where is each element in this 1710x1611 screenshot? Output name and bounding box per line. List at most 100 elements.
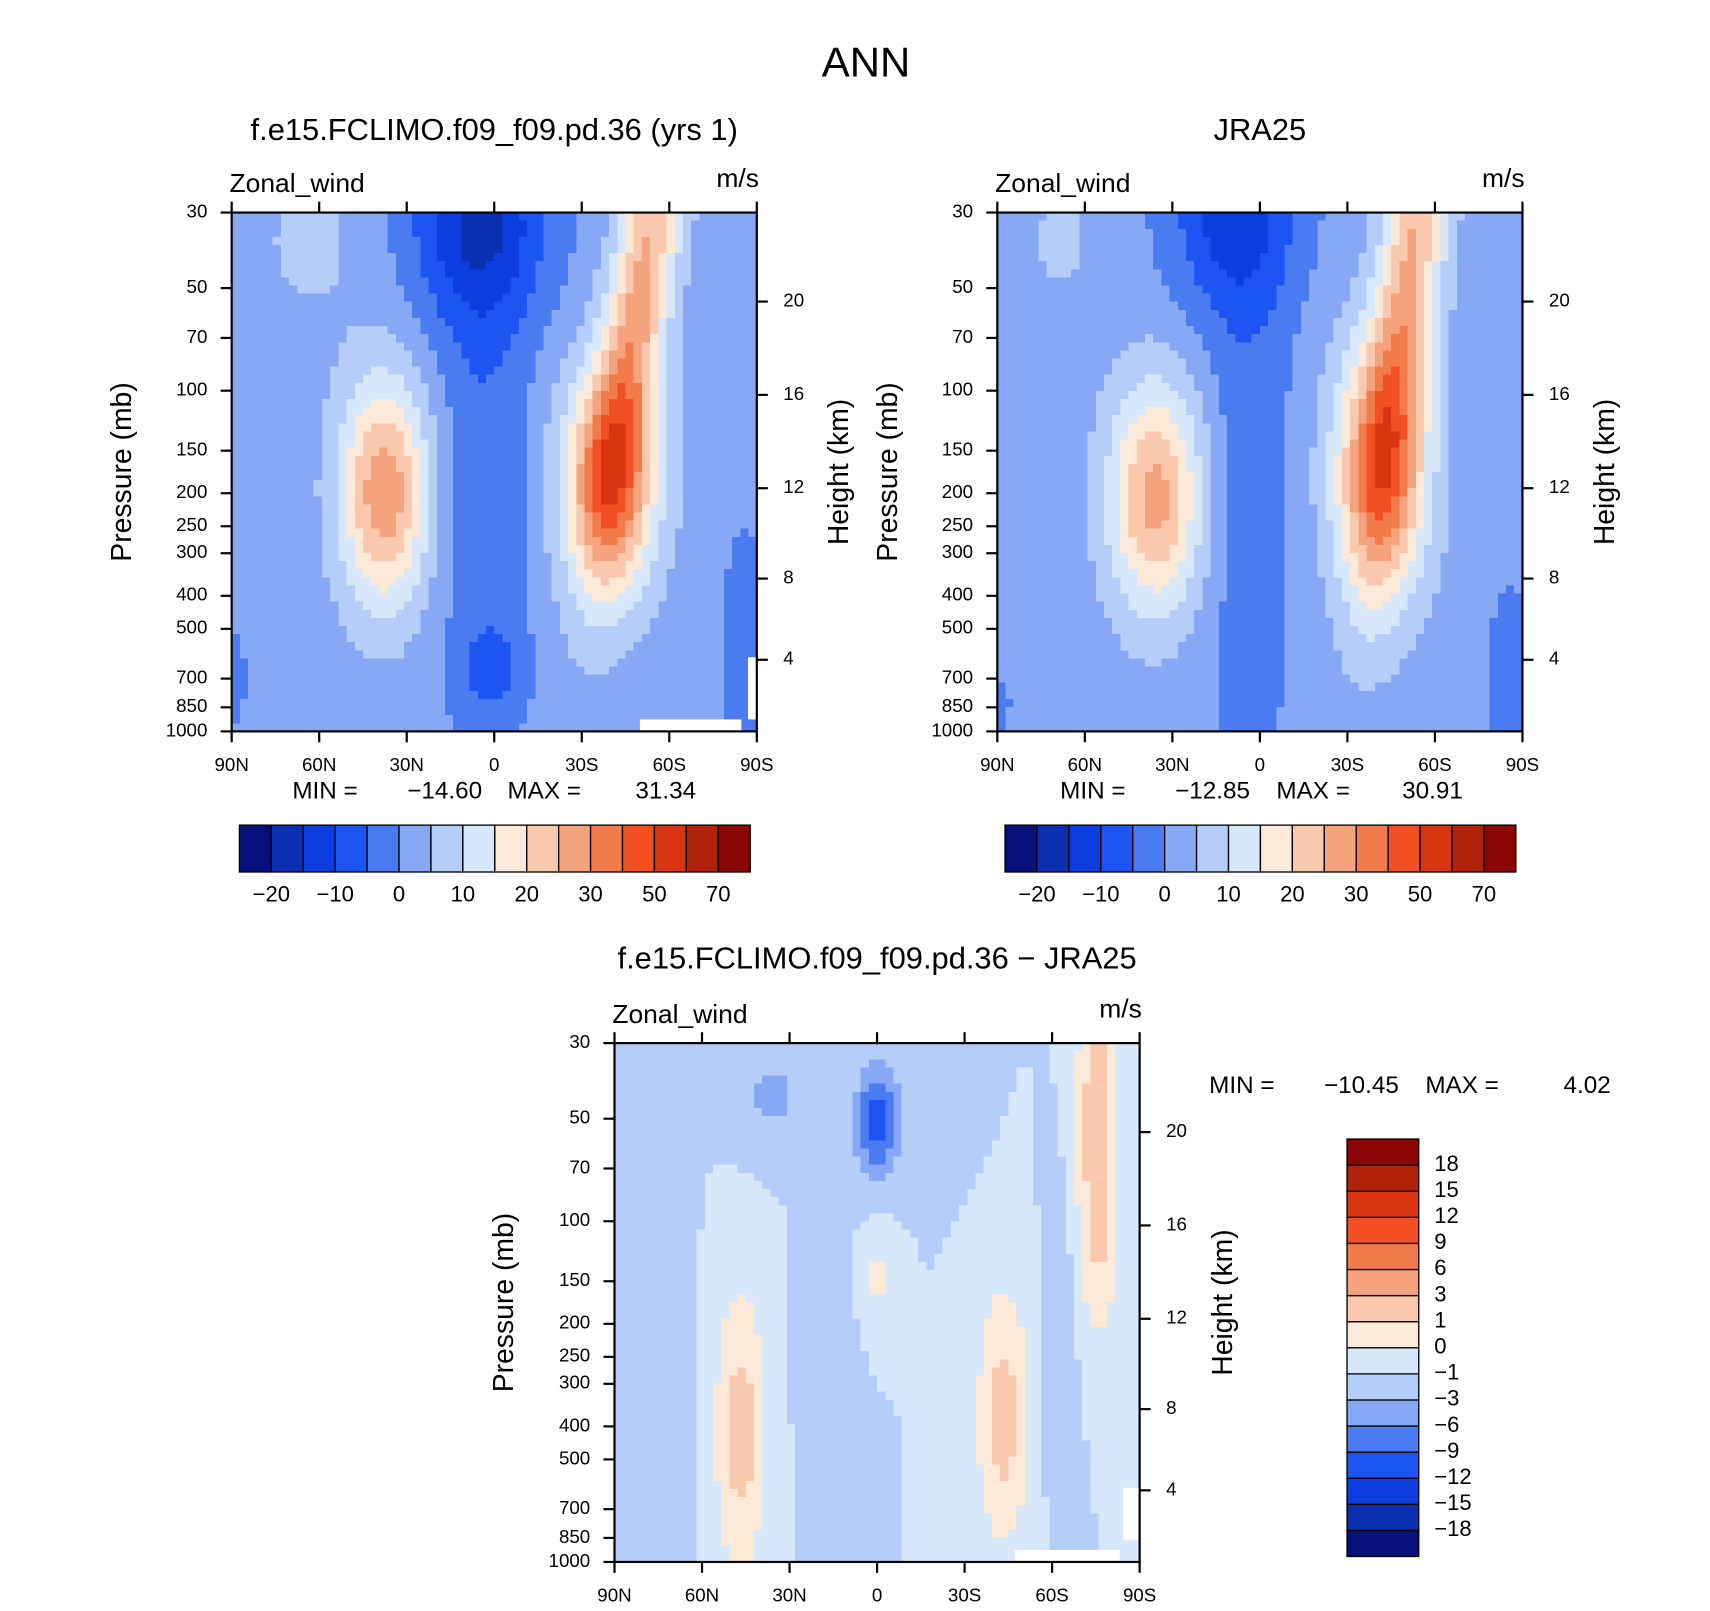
- contour-cell: [592, 707, 602, 716]
- contour-cell: [264, 220, 274, 230]
- contour-cell: [330, 544, 340, 554]
- contour-cell: [395, 512, 405, 522]
- contour-cell: [658, 309, 668, 319]
- contour-cell: [658, 698, 668, 708]
- contour-cell: [1062, 228, 1072, 238]
- contour-cell: [1054, 415, 1064, 424]
- contour-cell: [592, 326, 602, 335]
- contour-cell: [732, 512, 742, 522]
- contour-cell: [1013, 593, 1023, 603]
- contour-cell: [609, 520, 618, 530]
- contour-cell: [535, 536, 545, 546]
- contour-cell: [1021, 471, 1031, 481]
- contour-cell: [461, 317, 471, 327]
- contour-cell: [997, 293, 1007, 303]
- contour-cell: [1013, 455, 1023, 465]
- contour-cell: [650, 512, 660, 522]
- contour-cell: [354, 625, 364, 635]
- contour-cell: [535, 520, 545, 530]
- contour-cell: [1054, 609, 1064, 619]
- contour-cell: [445, 415, 454, 424]
- contour-cell: [535, 480, 545, 489]
- contour-cell: [551, 277, 561, 287]
- contour-cell: [231, 244, 241, 254]
- contour-cell: [486, 715, 495, 724]
- contour-cell: [395, 212, 405, 222]
- contour-cell: [502, 650, 512, 660]
- contour-cell: [486, 617, 495, 627]
- contour-cell: [609, 228, 618, 238]
- contour-cell: [510, 455, 520, 465]
- contour-cell: [1038, 480, 1048, 489]
- contour-cell: [338, 220, 348, 230]
- min-text: MIN =: [292, 778, 357, 805]
- contour-cell: [641, 520, 651, 530]
- contour-cell: [387, 390, 397, 400]
- contour-cell: [346, 463, 356, 473]
- contour-cell: [551, 650, 561, 660]
- contour-cell: [1062, 301, 1072, 311]
- contour-cell: [527, 261, 536, 270]
- contour-cell: [338, 617, 348, 627]
- contour-cell: [256, 415, 266, 424]
- contour-cell: [723, 480, 733, 489]
- contour-cell: [1087, 293, 1097, 303]
- contour-cell: [510, 309, 520, 319]
- contour-cell: [248, 212, 257, 222]
- contour-cell: [346, 480, 356, 489]
- contour-cell: [346, 642, 356, 651]
- contour-cell: [559, 496, 569, 506]
- contour-cell: [239, 423, 249, 433]
- contour-cell: [395, 399, 405, 408]
- contour-cell: [641, 504, 651, 514]
- contour-cell: [403, 561, 413, 570]
- contour-cell: [732, 625, 742, 635]
- contour-cell: [1013, 220, 1023, 230]
- contour-cell: [272, 480, 282, 489]
- contour-cell: [641, 698, 651, 708]
- contour-cell: [551, 674, 561, 684]
- contour-cell: [559, 261, 569, 270]
- colorbar-label: 20: [514, 882, 539, 907]
- contour-cell: [1005, 358, 1015, 368]
- contour-cell: [387, 423, 397, 433]
- contour-cell: [1038, 544, 1048, 554]
- contour-cell: [740, 650, 750, 660]
- contour-cell: [272, 512, 282, 522]
- contour-cell: [477, 593, 487, 603]
- contour-cell: [387, 374, 397, 384]
- contour-cell: [346, 690, 356, 700]
- contour-cell: [1087, 244, 1097, 254]
- contour-cell: [1087, 642, 1097, 651]
- contour-cell: [1030, 715, 1040, 724]
- contour-cell: [584, 423, 594, 433]
- contour-cell: [264, 431, 274, 441]
- contour-cell: [617, 544, 627, 554]
- contour-cell: [436, 415, 446, 424]
- contour-cell: [248, 528, 257, 538]
- contour-cell: [732, 423, 742, 433]
- contour-cell: [305, 561, 315, 570]
- contour-cell: [453, 399, 463, 408]
- contour-cell: [346, 366, 356, 376]
- contour-cell: [1054, 553, 1064, 562]
- contour-cell: [231, 220, 241, 230]
- contour-cell: [584, 625, 594, 635]
- contour-cell: [650, 431, 660, 441]
- contour-cell: [272, 261, 282, 270]
- contour-cell: [732, 569, 742, 579]
- contour-cell: [1030, 520, 1040, 530]
- contour-cell: [338, 358, 348, 368]
- contour-cell: [1071, 682, 1081, 692]
- contour-cell: [256, 455, 266, 465]
- contour-cell: [453, 390, 463, 400]
- contour-cell: [650, 261, 660, 270]
- contour-cell: [1071, 625, 1081, 635]
- contour-cell: [428, 253, 438, 262]
- contour-cell: [239, 520, 249, 530]
- contour-cell: [502, 285, 512, 295]
- contour-cell: [1013, 642, 1023, 651]
- contour-cell: [330, 650, 340, 660]
- contour-cell: [362, 617, 372, 627]
- contour-cell: [403, 536, 413, 546]
